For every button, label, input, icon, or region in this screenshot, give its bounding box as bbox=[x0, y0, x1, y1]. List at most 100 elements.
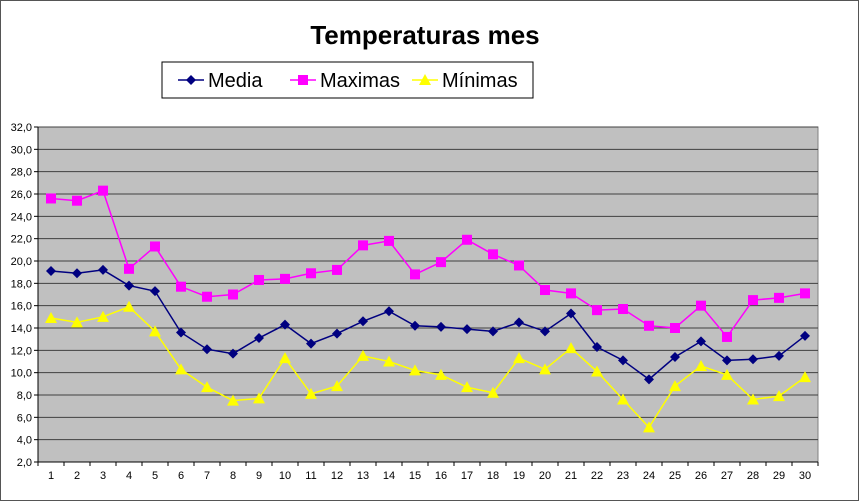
data-point bbox=[747, 393, 759, 405]
data-point bbox=[618, 355, 628, 366]
data-point bbox=[228, 289, 238, 300]
legend-marker bbox=[419, 74, 431, 85]
x-tick-label: 8 bbox=[230, 470, 236, 482]
plot-background bbox=[37, 126, 819, 463]
data-point bbox=[176, 327, 186, 338]
y-tick-label: 16,0 bbox=[11, 301, 32, 313]
data-point bbox=[774, 292, 784, 303]
series-media bbox=[46, 264, 810, 385]
legend-marker bbox=[186, 75, 196, 85]
x-tick-label: 10 bbox=[279, 470, 291, 482]
data-point bbox=[488, 326, 498, 337]
data-point bbox=[305, 387, 317, 399]
y-tick-label: 2,0 bbox=[17, 457, 32, 469]
data-point bbox=[618, 304, 628, 315]
y-tick-label: 22,0 bbox=[11, 234, 32, 246]
data-point bbox=[410, 320, 420, 331]
data-point bbox=[46, 266, 56, 277]
x-tick-label: 14 bbox=[383, 470, 395, 482]
data-point bbox=[306, 268, 316, 279]
data-point bbox=[358, 240, 368, 251]
data-point bbox=[799, 371, 811, 383]
data-point bbox=[670, 323, 680, 333]
data-point bbox=[435, 368, 447, 380]
data-point bbox=[592, 341, 602, 352]
data-point bbox=[670, 352, 680, 363]
data-point bbox=[124, 280, 134, 291]
y-tick-label: 8,0 bbox=[17, 390, 32, 402]
legend-label: Mínimas bbox=[442, 70, 518, 92]
data-point bbox=[748, 354, 758, 365]
x-tick-label: 28 bbox=[747, 470, 759, 482]
data-point bbox=[514, 260, 524, 271]
data-point bbox=[384, 235, 394, 246]
data-point bbox=[72, 268, 82, 279]
series-line bbox=[50, 305, 806, 429]
y-tick-label: 10,0 bbox=[11, 368, 32, 380]
y-tick-label: 28,0 bbox=[11, 167, 32, 179]
series-maximas bbox=[46, 185, 810, 342]
x-tick-label: 20 bbox=[539, 470, 551, 482]
y-tick-label: 30,0 bbox=[11, 144, 32, 156]
data-point bbox=[357, 349, 369, 361]
y-tick-label: 14,0 bbox=[11, 323, 32, 335]
data-point bbox=[488, 249, 498, 260]
data-point bbox=[566, 288, 576, 299]
data-point bbox=[643, 421, 655, 433]
data-point bbox=[800, 330, 810, 341]
data-point bbox=[98, 264, 108, 275]
y-tick-label: 20,0 bbox=[11, 256, 32, 268]
x-tick-label: 5 bbox=[152, 470, 158, 482]
data-point bbox=[748, 295, 758, 306]
x-tick-label: 1 bbox=[48, 470, 54, 482]
data-point bbox=[123, 300, 135, 312]
x-tick-label: 2 bbox=[74, 470, 80, 482]
legend-box bbox=[161, 61, 534, 99]
data-point bbox=[722, 355, 732, 366]
y-tick-label: 18,0 bbox=[11, 278, 32, 290]
plot-area: 2,0 4,0 6,0 8,0 10,0 12,0 14,0 16,0 18,0 20,0 22,0… bbox=[11, 122, 819, 482]
x-tick-label: 17 bbox=[461, 470, 473, 482]
data-point bbox=[539, 363, 551, 375]
data-point bbox=[332, 264, 342, 275]
x-tick-label: 3 bbox=[100, 470, 106, 482]
x-tick-label: 24 bbox=[643, 470, 655, 482]
x-tick-label: 26 bbox=[695, 470, 707, 482]
data-point bbox=[149, 325, 161, 337]
x-tick-label: 11 bbox=[305, 470, 316, 482]
data-point bbox=[253, 392, 265, 404]
x-tick-label: 21 bbox=[565, 470, 577, 482]
data-point bbox=[332, 328, 342, 339]
data-point bbox=[280, 273, 290, 284]
data-point bbox=[773, 390, 785, 402]
data-point bbox=[71, 316, 83, 328]
x-tick-label: 13 bbox=[357, 470, 369, 482]
y-tick-label: 26,0 bbox=[11, 189, 32, 201]
x-tick-label: 15 bbox=[409, 470, 421, 482]
data-point bbox=[591, 365, 603, 377]
data-point bbox=[514, 317, 524, 328]
data-point bbox=[462, 234, 472, 245]
data-point bbox=[540, 326, 550, 337]
data-point bbox=[513, 352, 525, 364]
data-point bbox=[254, 274, 264, 285]
data-point bbox=[383, 355, 395, 367]
data-point bbox=[228, 348, 238, 359]
data-point bbox=[176, 281, 186, 292]
data-point bbox=[540, 285, 550, 296]
legend-label: Media bbox=[208, 70, 263, 92]
data-point bbox=[46, 193, 56, 204]
x-tick-label: 19 bbox=[513, 470, 525, 482]
data-point bbox=[45, 311, 57, 323]
x-tick-label: 27 bbox=[721, 470, 733, 482]
data-point bbox=[201, 381, 213, 393]
data-point bbox=[462, 324, 472, 335]
data-point bbox=[696, 336, 706, 347]
data-point bbox=[436, 321, 446, 332]
data-point bbox=[410, 269, 420, 280]
x-tick-label: 29 bbox=[773, 470, 785, 482]
data-point bbox=[98, 185, 108, 196]
data-point bbox=[97, 310, 109, 322]
y-tick-label: 32,0 bbox=[11, 122, 32, 134]
